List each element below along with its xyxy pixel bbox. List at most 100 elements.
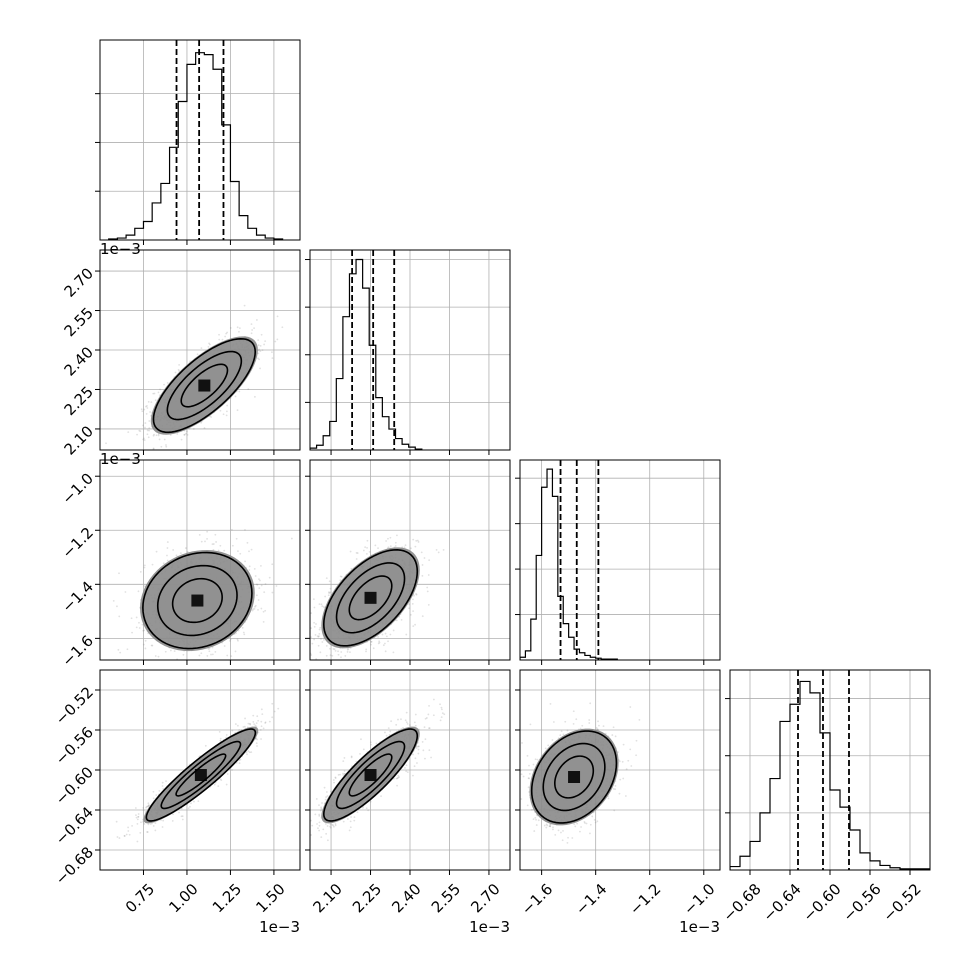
- sample-point: [310, 636, 312, 639]
- sample-point: [400, 618, 403, 621]
- sample-point: [210, 653, 212, 656]
- sample-point: [219, 409, 222, 412]
- sample-point: [328, 592, 331, 595]
- sample-point: [255, 722, 258, 725]
- sample-point: [142, 809, 145, 811]
- sample-point: [157, 434, 160, 437]
- sample-point: [372, 647, 375, 650]
- sample-point: [317, 635, 320, 638]
- sample-point: [224, 335, 227, 338]
- sample-point: [384, 642, 386, 645]
- sample-point: [157, 655, 160, 658]
- sample-point: [134, 807, 137, 809]
- sample-point: [394, 541, 397, 544]
- sample-point: [370, 643, 372, 646]
- sample-point: [226, 331, 229, 334]
- sample-point: [339, 575, 342, 578]
- sample-point: [175, 663, 177, 665]
- sample-point: [182, 653, 185, 656]
- sample-point: [258, 587, 261, 590]
- sample-point: [412, 610, 415, 613]
- sample-point: [243, 633, 246, 636]
- sample-point: [404, 544, 407, 547]
- sample-point: [208, 343, 211, 346]
- sample-point: [146, 433, 149, 436]
- sample-point: [259, 350, 262, 353]
- sample-point: [254, 575, 257, 577]
- panel-frame: [99, 249, 301, 451]
- sample-point: [241, 626, 244, 629]
- sample-point: [350, 567, 353, 570]
- histogram-panel-p0: [95, 39, 301, 245]
- sample-point: [370, 640, 373, 643]
- sample-point: [200, 652, 203, 655]
- sample-point: [365, 650, 367, 653]
- sample-point: [178, 370, 181, 372]
- sample-point: [138, 621, 140, 624]
- sample-point: [198, 533, 201, 536]
- sample-point: [392, 651, 395, 654]
- sample-point: [244, 529, 246, 531]
- sample-point: [144, 639, 147, 642]
- sample-point: [229, 639, 231, 642]
- sample-point: [377, 642, 380, 645]
- sample-point: [177, 368, 180, 371]
- sample-point: [329, 591, 332, 594]
- panel-plot-area: [520, 460, 720, 660]
- sample-point: [186, 433, 189, 436]
- density-peak: [198, 379, 211, 392]
- sample-point: [387, 537, 389, 540]
- sample-point: [152, 434, 155, 437]
- sample-point: [164, 650, 167, 653]
- sample-point: [339, 579, 342, 582]
- sample-point: [145, 405, 147, 408]
- sample-point: [263, 591, 266, 594]
- sample-point: [264, 583, 267, 585]
- sample-point: [219, 737, 222, 740]
- sample-point: [179, 662, 181, 664]
- sample-point: [238, 390, 241, 393]
- sample-point: [257, 352, 260, 355]
- contour-line: [348, 575, 393, 621]
- sample-point: [234, 395, 237, 398]
- sample-point: [387, 640, 389, 643]
- density-peak: [364, 591, 377, 604]
- density-peak: [191, 594, 204, 607]
- sample-point: [206, 537, 208, 540]
- sample-point: [191, 453, 193, 455]
- sample-point: [329, 647, 331, 650]
- y-tick-label: −1.0: [59, 469, 97, 507]
- sample-point: [365, 648, 368, 651]
- sample-point: [314, 633, 317, 636]
- sample-point: [255, 594, 258, 597]
- sample-point: [178, 811, 180, 814]
- sample-point: [258, 348, 261, 351]
- sample-point: [144, 647, 147, 650]
- sample-point: [320, 603, 323, 606]
- sample-point: [403, 546, 406, 549]
- sample-point: [262, 610, 265, 613]
- sample-point: [258, 578, 260, 581]
- sample-point: [244, 717, 246, 720]
- sample-point: [389, 633, 392, 636]
- sample-point: [125, 469, 127, 471]
- sample-point: [135, 626, 138, 629]
- y-tick-label: 2.40: [61, 343, 97, 379]
- sample-point: [231, 544, 234, 547]
- sample-point: [212, 543, 215, 545]
- sample-point: [317, 644, 320, 647]
- sample-point: [154, 655, 157, 657]
- sample-point: [271, 351, 273, 354]
- sample-point: [250, 548, 253, 551]
- sample-point: [135, 616, 138, 619]
- sample-point: [304, 628, 306, 630]
- sample-point: [253, 327, 255, 329]
- sample-point: [198, 654, 201, 657]
- sample-point: [260, 584, 263, 587]
- sample-point: [214, 650, 217, 653]
- sample-point: [329, 587, 332, 590]
- sample-point: [161, 785, 164, 787]
- contour-line: [156, 564, 238, 637]
- sample-point: [366, 547, 368, 549]
- sample-point: [275, 585, 278, 587]
